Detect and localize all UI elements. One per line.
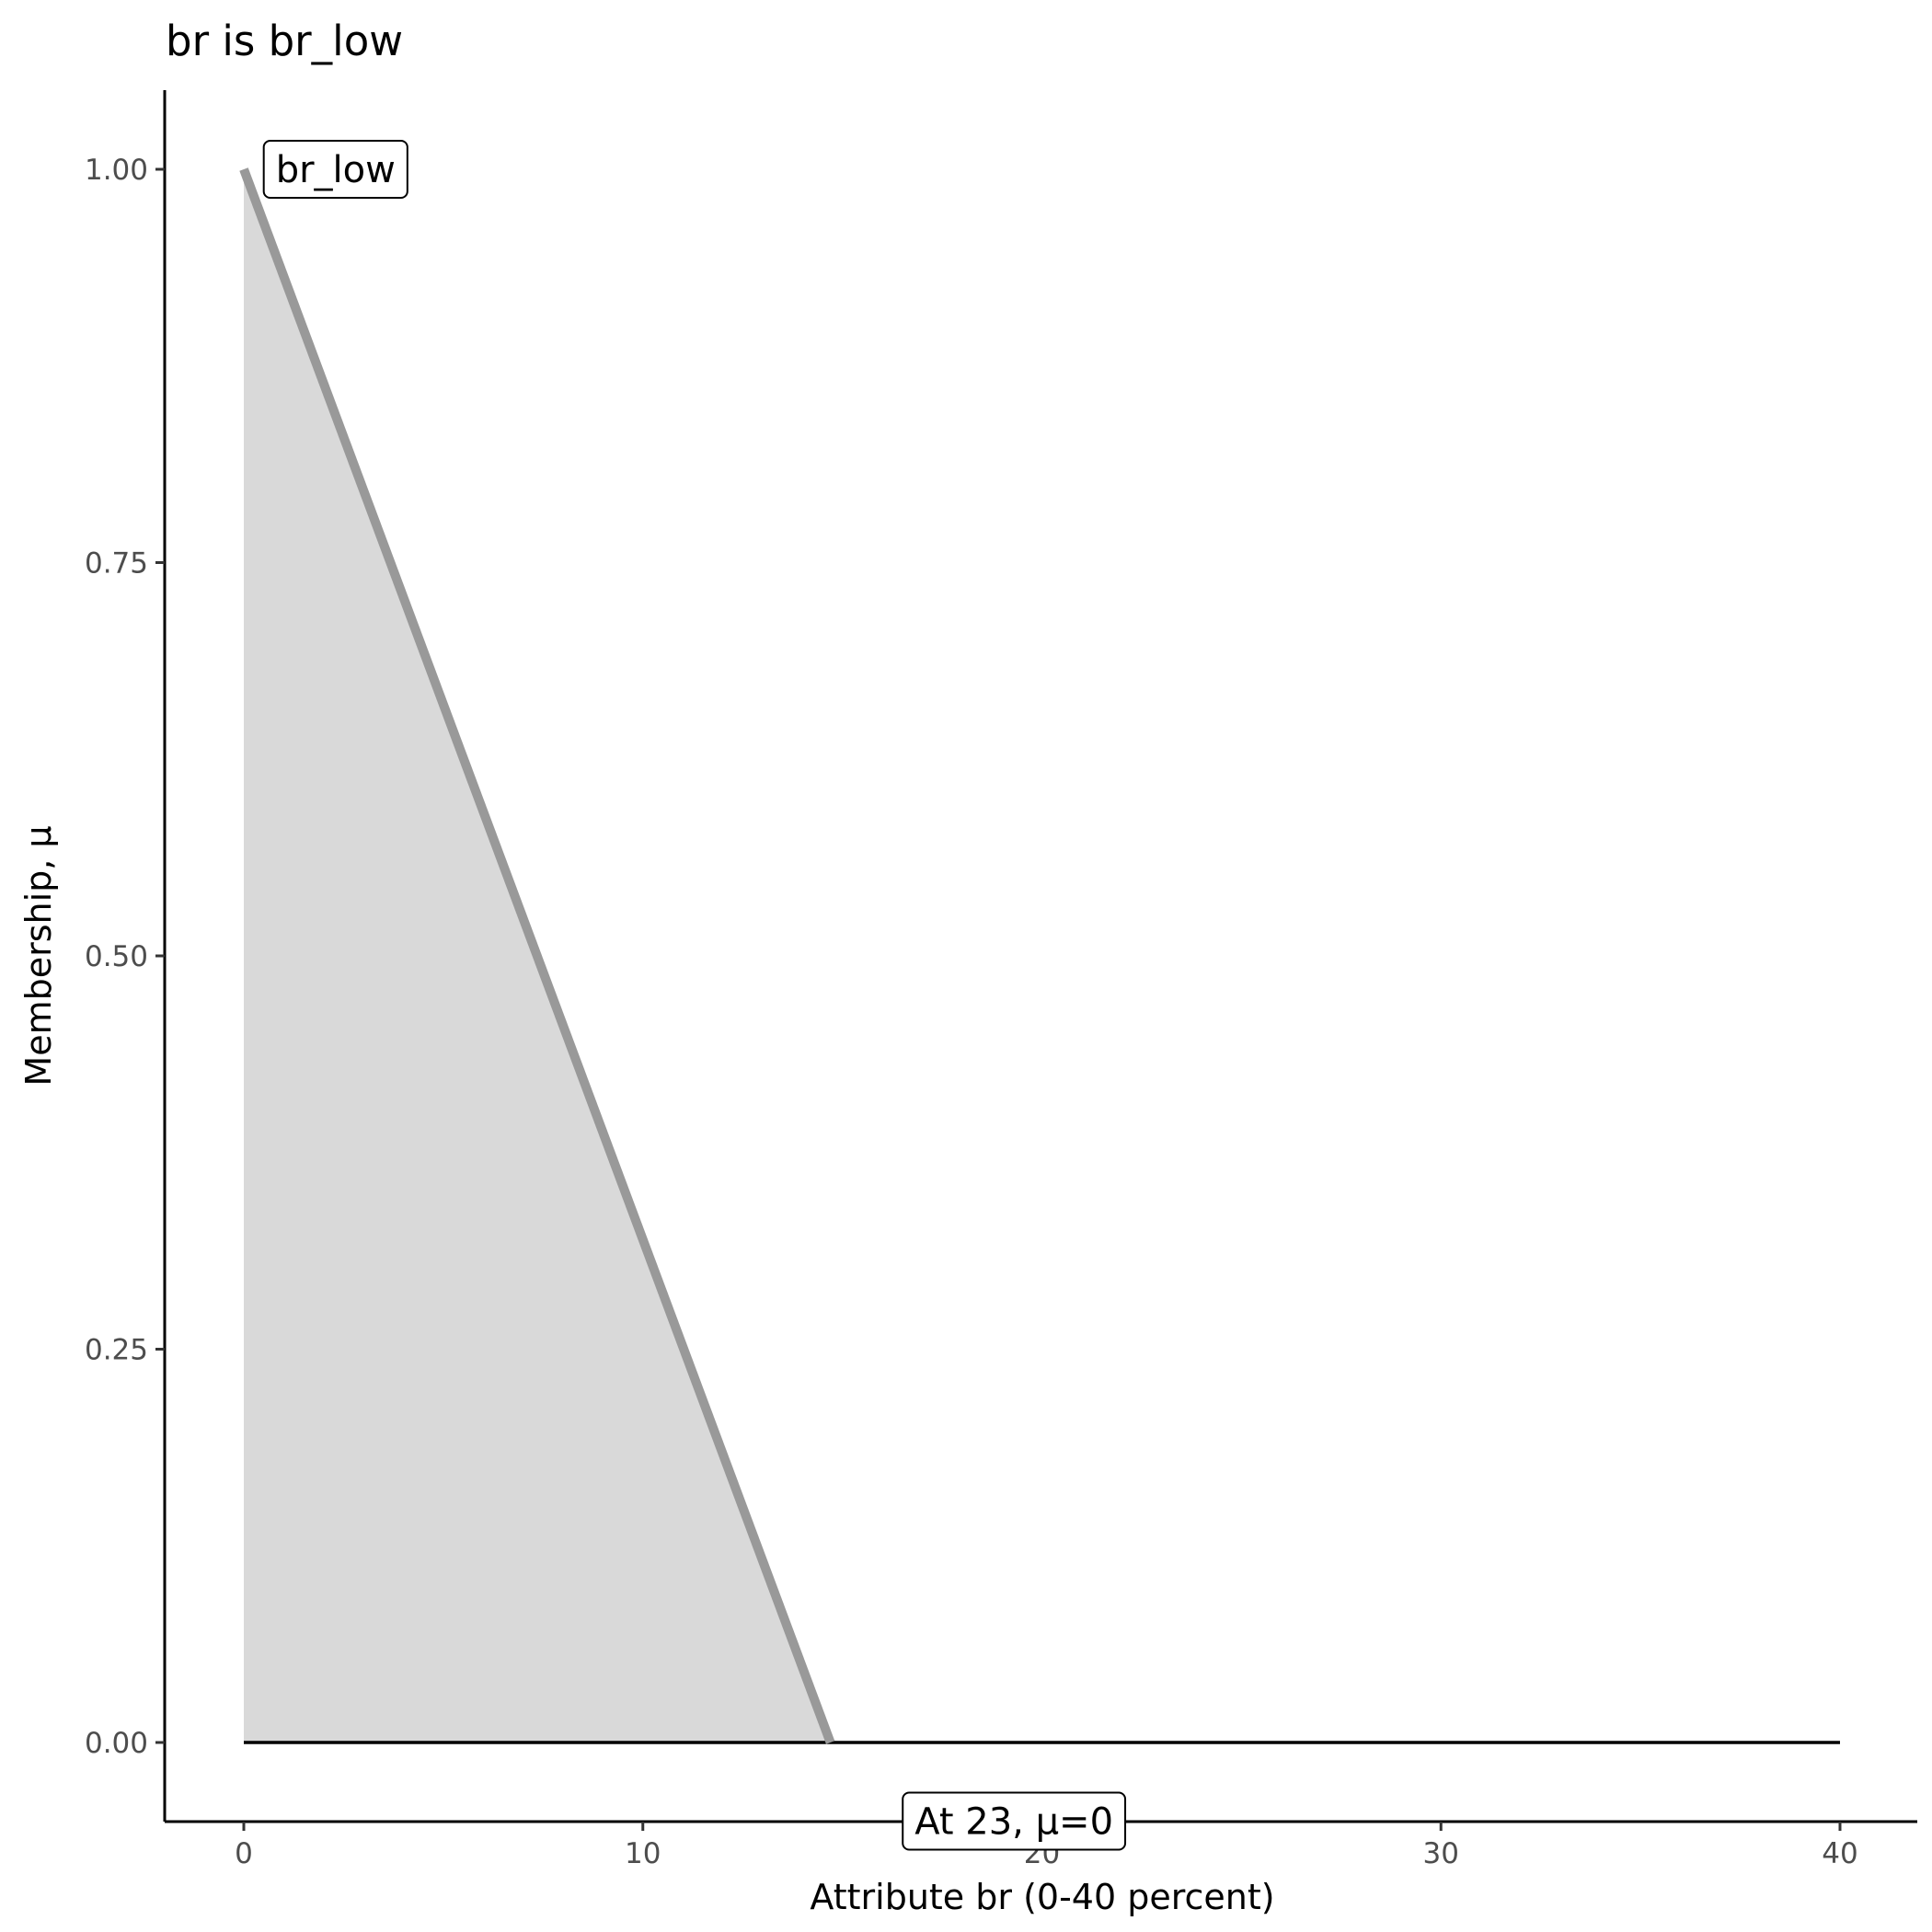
membership-line bbox=[239, 167, 835, 1744]
chart-title: br is br_low bbox=[166, 17, 403, 65]
x-axis-label: Attribute br (0-40 percent) bbox=[810, 1877, 1274, 1917]
y-tick-label: 1.00 bbox=[85, 154, 148, 187]
annotation-box bbox=[902, 1791, 1127, 1851]
x-tick-label: 0 bbox=[235, 1837, 253, 1870]
annotation-box bbox=[262, 140, 408, 199]
annotation-label: br_low bbox=[276, 149, 396, 191]
x-tick-label: 30 bbox=[1423, 1837, 1459, 1870]
y-axis-label: Membership, μ bbox=[18, 825, 59, 1086]
annotation-label: At 23, μ=0 bbox=[914, 1801, 1113, 1844]
y-tick-label: 0.25 bbox=[85, 1334, 148, 1367]
y-tick-label: 0.50 bbox=[85, 940, 148, 973]
y-tick-label: 0.00 bbox=[85, 1727, 148, 1760]
x-tick-label: 10 bbox=[625, 1837, 661, 1870]
x-tick-label: 40 bbox=[1822, 1837, 1857, 1870]
y-tick-label: 0.75 bbox=[85, 547, 148, 581]
